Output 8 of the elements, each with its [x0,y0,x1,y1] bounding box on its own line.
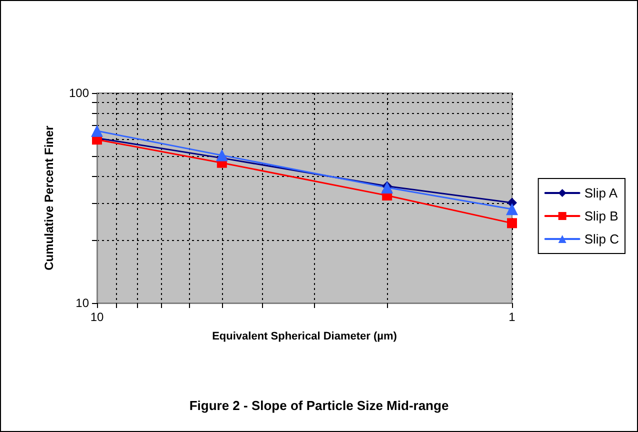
y-tick-label: 100 [68,86,90,100]
legend-label: Slip C [584,232,620,246]
y-axis-title: Cumulative Percent Finer [42,125,56,270]
x-tick-label: 1 [508,310,516,324]
legend-label: Slip B [584,208,618,224]
legend-label: Slip A [584,186,618,200]
x-axis-title: Equivalent Spherical Diameter (µm) [212,330,398,342]
text: Figure 2 - Slope of Particle Size Mid-range [189,398,449,413]
